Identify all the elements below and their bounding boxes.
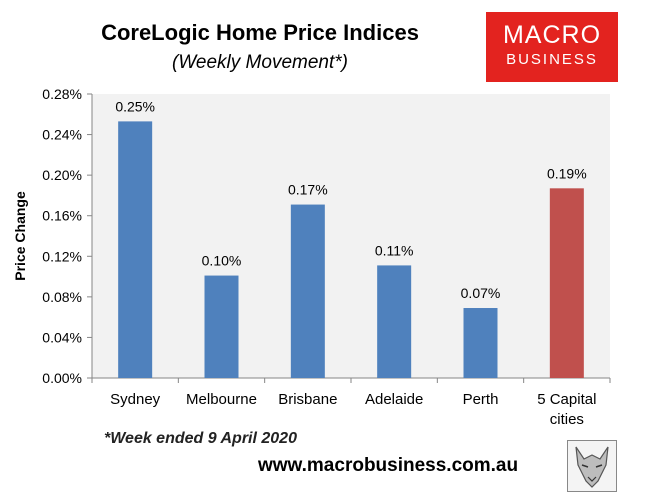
bar-4 xyxy=(463,308,498,378)
x-category-label: Melbourne xyxy=(186,391,257,408)
macrobusiness-logo: MACRO BUSINESS xyxy=(486,12,618,82)
x-category-label: Adelaide xyxy=(365,391,423,408)
logo-line-1: MACRO xyxy=(502,21,602,49)
data-label: 0.11% xyxy=(375,242,414,258)
data-label: 0.10% xyxy=(202,253,242,269)
x-category-label: cities xyxy=(550,411,584,428)
y-tick-label: 0.16% xyxy=(42,208,82,224)
logo-line-2: BUSINESS xyxy=(506,51,598,68)
footnote: *Week ended 9 April 2020 xyxy=(104,430,297,447)
x-axis: Sydney Melbourne Brisbane Adelaide Perth 5 Ca… xyxy=(91,377,611,428)
x-category-label: Brisbane xyxy=(278,391,337,408)
bar-2 xyxy=(290,204,325,378)
x-category-label: Sydney xyxy=(110,391,161,408)
bar-5 xyxy=(549,188,584,378)
data-label: 0.17% xyxy=(288,182,328,198)
bar-chart: 0.00% 0.04% 0.08% 0.12% 0.16% 0.20% 0.24% 0.28%… xyxy=(12,86,611,428)
y-tick-label: 0.20% xyxy=(42,167,82,183)
y-tick-label: 0.28% xyxy=(42,86,82,102)
bar-1 xyxy=(204,275,239,378)
bars xyxy=(118,121,584,378)
data-label: 0.25% xyxy=(115,98,155,114)
y-tick-label: 0.12% xyxy=(42,248,82,264)
data-label: 0.07% xyxy=(461,285,501,301)
y-tick-label: 0.04% xyxy=(42,329,82,345)
chart-subtitle: (Weekly Movement*) xyxy=(172,52,348,73)
bar-3 xyxy=(377,265,412,378)
y-axis: 0.00% 0.04% 0.08% 0.12% 0.16% 0.20% 0.24% 0.28% xyxy=(42,86,93,386)
plot-area xyxy=(92,94,610,378)
x-category-label: Perth xyxy=(463,391,499,408)
y-tick-label: 0.24% xyxy=(42,127,82,143)
y-axis-title: Price Change xyxy=(12,191,28,281)
wolf-head-icon xyxy=(567,440,617,492)
y-tick-label: 0.08% xyxy=(42,289,82,305)
data-label: 0.19% xyxy=(547,165,587,181)
bar-0 xyxy=(118,121,153,378)
data-labels: 0.25% 0.10% 0.17% 0.11% 0.07% 0.19% xyxy=(115,98,586,301)
chart-title: CoreLogic Home Price Indices xyxy=(101,20,419,45)
y-tick-label: 0.00% xyxy=(42,370,82,386)
x-category-label: 5 Capital xyxy=(537,391,596,408)
website-url: www.macrobusiness.com.au xyxy=(258,455,519,476)
